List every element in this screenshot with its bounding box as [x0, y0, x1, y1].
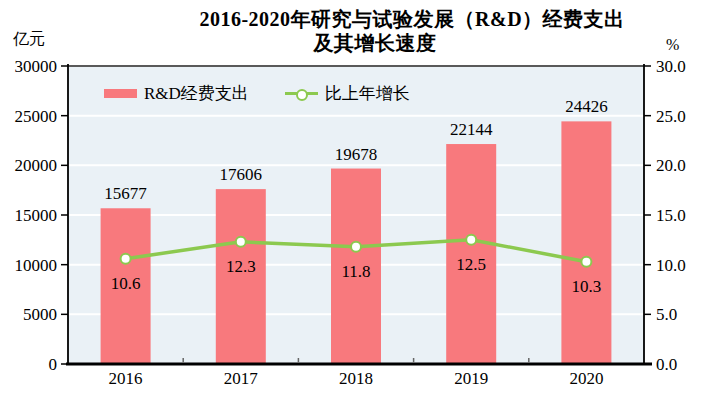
x-axis-category-label: 2017	[224, 369, 259, 388]
bar-value-label: 24426	[565, 97, 608, 116]
line-series-swatch	[285, 88, 318, 100]
growth-value-label: 10.6	[111, 274, 141, 293]
line-marker	[236, 237, 246, 247]
growth-value-label: 12.3	[226, 257, 256, 276]
left-axis-tick-label: 20000	[15, 156, 58, 175]
line-marker	[121, 254, 131, 264]
x-axis-category-label: 2018	[339, 369, 373, 388]
chart-svg: 15677 17606 19678 22144 24426 10.6 12.3 11.8 12.…	[0, 0, 705, 403]
bar-value-label: 17606	[220, 165, 263, 184]
legend-bar-label: R&D经费支出	[144, 82, 249, 105]
left-axis-tick-label: 25000	[15, 107, 58, 126]
right-axis-tick-label: 20.0	[656, 156, 686, 175]
left-axis-tick-label: 10000	[15, 256, 58, 275]
left-axis-tick-label: 0	[49, 355, 58, 374]
bar	[561, 121, 611, 364]
bar-value-label: 19678	[335, 145, 378, 164]
chart-legend: R&D经费支出 比上年增长	[104, 82, 410, 105]
x-axis-category-label: 2016	[109, 369, 143, 388]
bar-value-label: 22144	[450, 120, 493, 139]
growth-value-label: 10.3	[572, 277, 602, 296]
right-axis-tick-label: 30.0	[656, 57, 686, 76]
left-axis-tick-label: 5000	[23, 305, 57, 324]
x-axis-category-label: 2020	[569, 369, 603, 388]
right-axis-tick-label: 0.0	[656, 355, 677, 374]
bar	[216, 189, 266, 364]
left-axis-tick-label: 30000	[15, 57, 58, 76]
bar-value-label: 15677	[104, 184, 147, 203]
line-marker	[351, 242, 361, 252]
line-swatch-marker-icon	[296, 89, 308, 101]
line-marker	[466, 235, 476, 245]
legend-line-label: 比上年增长	[325, 82, 410, 105]
right-axis-tick-label: 10.0	[656, 256, 686, 275]
legend-item-bar: R&D经费支出	[104, 82, 249, 105]
right-axis-tick-label: 15.0	[656, 206, 686, 225]
bar-series-swatch	[104, 89, 137, 98]
x-axis-category-label: 2019	[454, 369, 488, 388]
growth-value-label: 11.8	[341, 262, 370, 281]
line-marker	[581, 257, 591, 267]
left-axis-tick-label: 15000	[15, 206, 58, 225]
right-axis-tick-label: 5.0	[656, 305, 677, 324]
growth-value-label: 12.5	[456, 255, 486, 274]
right-axis-tick-label: 25.0	[656, 107, 686, 126]
legend-item-line: 比上年增长	[285, 82, 410, 105]
